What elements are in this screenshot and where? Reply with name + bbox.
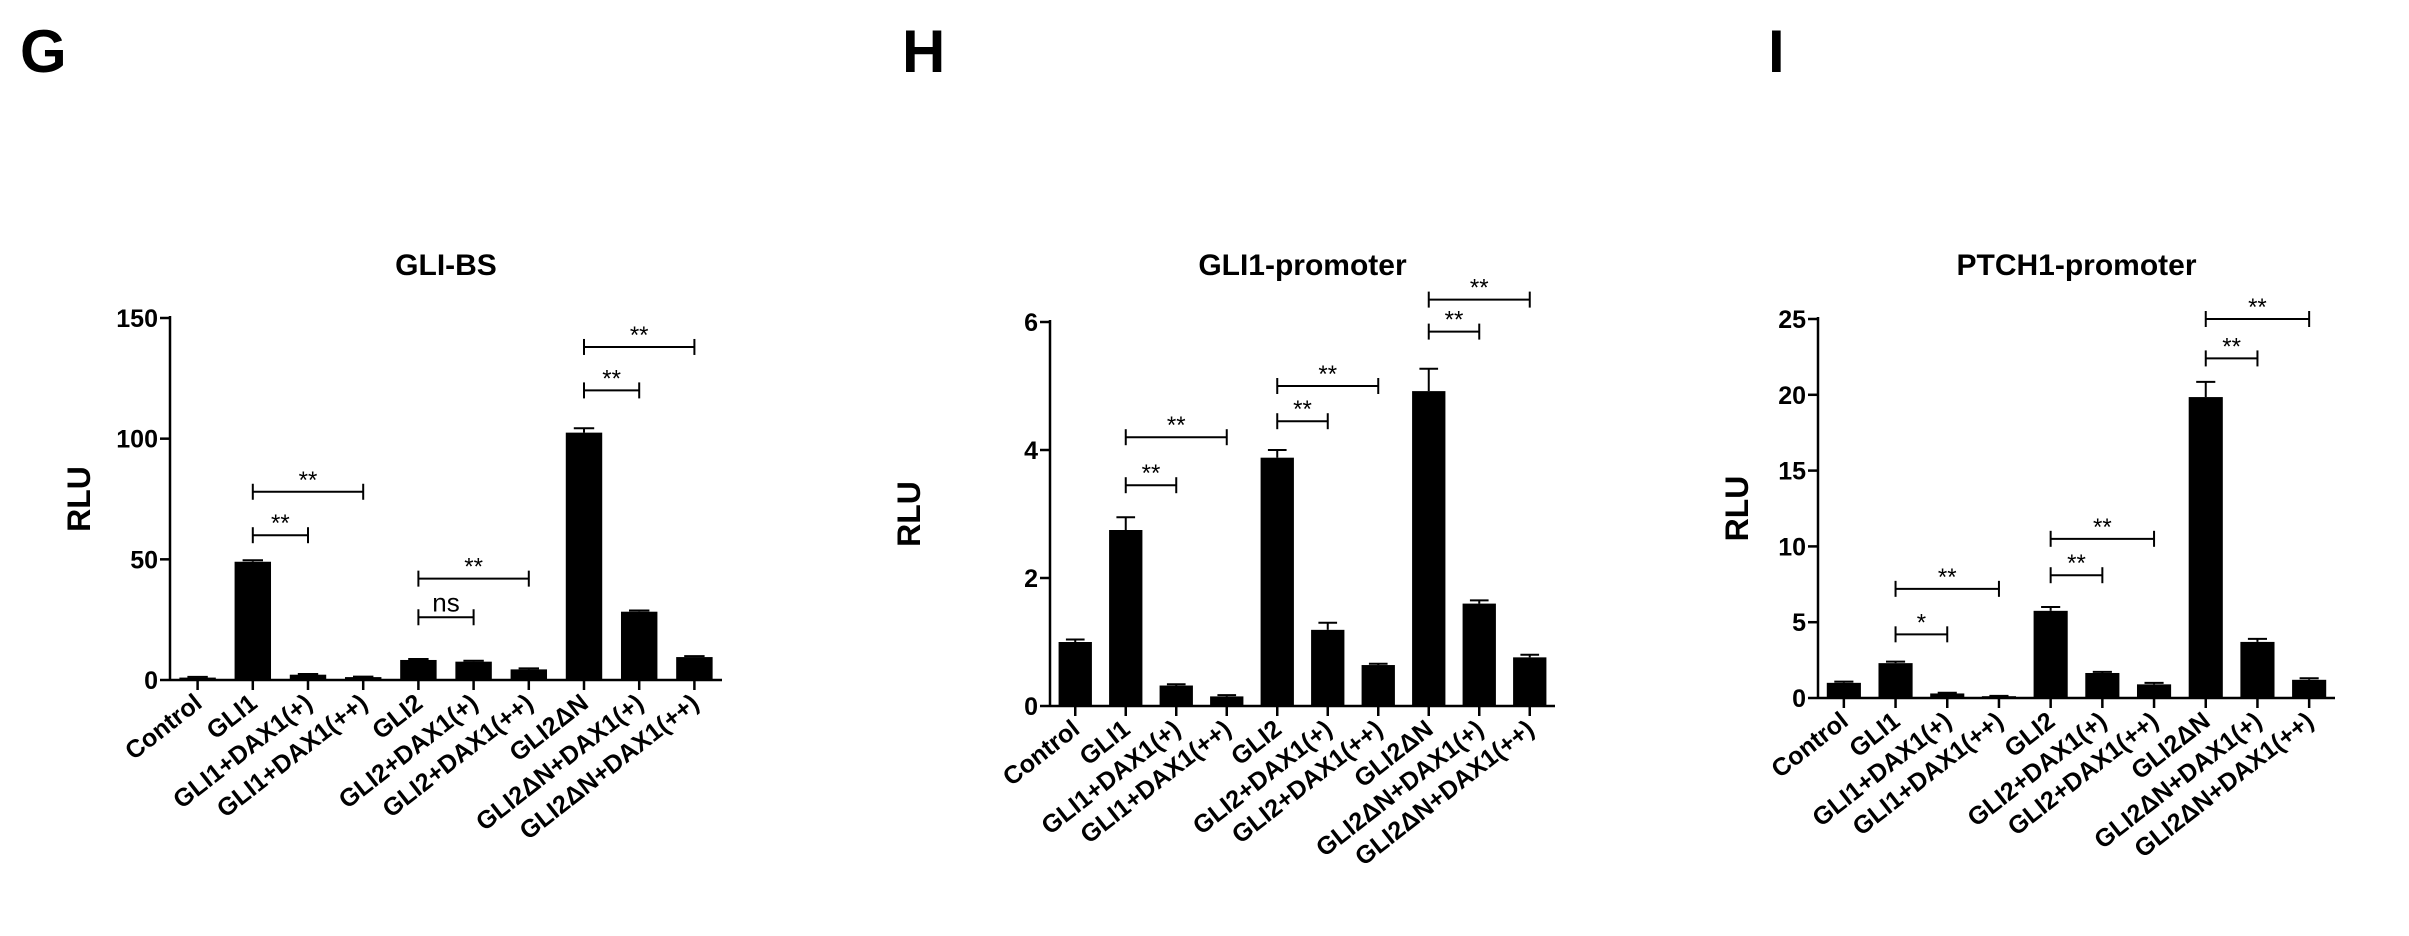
y-tick-label: 0 (1792, 685, 1806, 713)
bar-5 (1311, 629, 1345, 706)
y-tick-label: 100 (116, 426, 158, 454)
bar-1 (1878, 663, 1913, 698)
y-tick-label: 6 (1024, 309, 1038, 337)
chart-panel-i: IPTCH1-promoterRLU0510152025ControlGLI1G… (1719, 18, 2335, 863)
sig-label: ** (464, 554, 483, 581)
sig-label: ** (1318, 361, 1337, 388)
sig-label: ** (2248, 294, 2267, 321)
y-tick-label: 20 (1778, 382, 1806, 410)
sig-label: ** (1293, 396, 1312, 423)
bar-9 (1513, 657, 1547, 706)
bar-2 (1930, 693, 1965, 698)
sig-label: ** (602, 365, 621, 392)
y-tick-label: 0 (1024, 693, 1038, 721)
bar-7 (2188, 397, 2223, 698)
chart-panel-h: HGLI1-promoterRLU0246ControlGLI1GLI1+DAX… (891, 18, 1555, 871)
sig-label: ** (630, 322, 649, 349)
sig-label: ** (271, 510, 290, 537)
y-tick-label: 25 (1778, 306, 1806, 334)
chart-panel-g: GGLI-BSRLU050100150ControlGLI1GLI1+DAX1(… (20, 18, 722, 845)
bar-5 (2085, 672, 2120, 698)
panel-letter: I (1768, 18, 1785, 85)
bar-0 (1826, 682, 1861, 698)
y-axis-label: RLU (61, 466, 97, 532)
bar-6 (1361, 665, 1395, 706)
sig-label: ** (299, 467, 318, 494)
bar-9 (2292, 679, 2327, 698)
chart-title: PTCH1-promoter (1956, 249, 2196, 282)
y-tick-label: 5 (1792, 609, 1806, 637)
sig-label: ns (432, 587, 459, 617)
y-tick-label: 4 (1024, 437, 1038, 465)
bar-4 (400, 659, 437, 680)
y-axis-label: RLU (891, 481, 927, 547)
bar-1 (1109, 530, 1143, 706)
y-tick-label: 15 (1778, 458, 1806, 486)
bar-8 (1462, 603, 1496, 706)
bar-7 (1412, 391, 1446, 706)
x-tick-label: Control (120, 689, 207, 766)
bar-2 (289, 674, 327, 680)
bar-2 (1159, 685, 1193, 706)
bar-8 (2240, 641, 2275, 698)
y-tick-label: 50 (130, 546, 158, 574)
bar-7 (565, 432, 603, 680)
bar-4 (2033, 610, 2068, 698)
bar-3 (1210, 696, 1244, 706)
y-tick-label: 150 (116, 305, 158, 333)
sig-label: ** (1142, 460, 1161, 487)
sig-label: * (1917, 609, 1926, 636)
bar-0 (179, 677, 216, 680)
sig-label: ** (1470, 275, 1489, 302)
bar-8 (620, 611, 658, 680)
bar-6 (510, 669, 548, 680)
sig-label: ** (1445, 307, 1464, 334)
sig-label: ** (2222, 333, 2241, 360)
x-tick-label: Control (1766, 707, 1853, 784)
x-tick-label: Control (998, 715, 1085, 792)
panel-letter: G (20, 18, 67, 85)
chart-title: GLI-BS (395, 249, 497, 282)
bar-6 (2136, 684, 2172, 698)
bar-9 (676, 657, 713, 680)
sig-label: ** (1938, 564, 1957, 591)
bar-3 (344, 677, 382, 680)
y-axis-label: RLU (1719, 476, 1755, 542)
y-tick-label: 0 (144, 667, 158, 695)
bar-5 (455, 661, 492, 680)
panel-letter: H (902, 18, 945, 85)
bar-1 (234, 561, 272, 680)
bar-3 (1981, 696, 2017, 698)
chart-title: GLI1-promoter (1198, 249, 1407, 282)
sig-label: ** (2067, 550, 2086, 577)
sig-label: ** (1167, 412, 1186, 439)
sig-label: ** (2093, 514, 2112, 541)
bar-4 (1260, 457, 1294, 706)
y-tick-label: 10 (1778, 533, 1806, 561)
bar-0 (1058, 642, 1092, 706)
y-tick-label: 2 (1024, 565, 1038, 593)
